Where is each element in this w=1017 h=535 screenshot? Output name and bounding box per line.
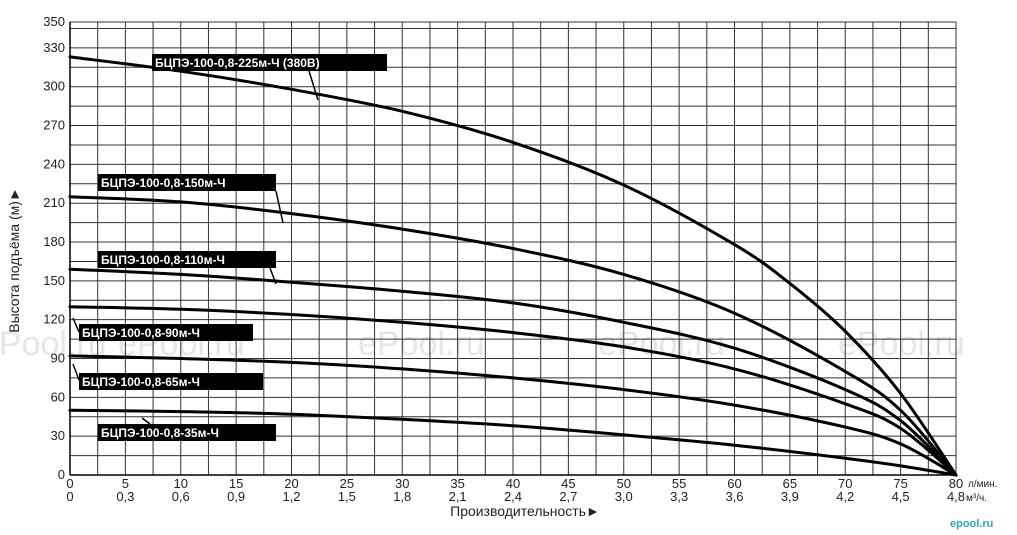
x-tick-label-secondary: 4,8 [947,489,965,504]
x-tick-label: 60 [727,476,741,491]
series-label: БЦПЭ-100-0,8-150м-Ч [101,176,226,190]
y-tick-label: 90 [51,351,65,366]
y-tick-label: 0 [58,467,65,482]
y-tick-label: 270 [43,118,65,133]
x-tick-label: 15 [229,476,243,491]
x-tick-label-secondary: 4,5 [892,489,910,504]
series-label-box [152,54,387,71]
series-label: БЦПЭ-100-0,8-35м-Ч [101,426,219,440]
y-tick-label: 300 [43,79,65,94]
y-tick-label: 30 [51,428,65,443]
series-label: БЦПЭ-100-0,8-65м-Ч [82,375,200,389]
x-tick-label: 55 [672,476,686,491]
y-tick-label: 350 [43,14,65,29]
brand-watermark: epool.ru [950,518,993,530]
x-tick-label-secondary: 2,4 [504,489,522,504]
x-tick-label-secondary: 0,9 [227,489,245,504]
series-label: БЦПЭ-100-0,8-225м-Ч (380В) [155,56,320,70]
series-label-box [98,174,276,191]
x-tick-label: 70 [838,476,852,491]
x-tick-label-secondary: 2,7 [559,489,577,504]
series-layer [68,55,958,477]
x-tick-label-secondary: 1,5 [338,489,356,504]
series-label-box [79,373,263,390]
x-tick-label-secondary: 3,0 [615,489,633,504]
watermark-text: ePool.ru [358,325,485,363]
axes [69,22,956,476]
series-leader-line [141,417,151,425]
series-label-box [79,324,253,341]
y-tick-label: 60 [51,389,65,404]
x-tick-label-secondary: 3,3 [670,489,688,504]
series-leader-line [269,267,277,285]
x-tick-label-secondary: 0 [66,489,73,504]
x-tick-label: 30 [395,476,409,491]
x-tick-label: 35 [450,476,464,491]
series-line [68,55,958,477]
x-tick-label: 10 [174,476,188,491]
y-tick-label: 330 [43,40,65,55]
x-axis-title: Производительность► [450,503,600,519]
y-tick-label: 120 [43,312,65,327]
series-leader-line [72,317,80,333]
x-tick-label: 75 [893,476,907,491]
x-tick-label: 0 [66,476,73,491]
x-tick-label-secondary: 2,1 [449,489,467,504]
x-tick-label-secondary: 4,2 [836,489,854,504]
series-label-box [98,251,276,268]
x-tick-label: 50 [617,476,631,491]
x-tick-label: 80 [949,476,963,491]
y-tick-label: 240 [43,156,65,171]
series-leader-line [275,190,284,224]
x-tick-label-secondary: 0,3 [116,489,134,504]
series-label-box [98,424,276,441]
series-leader-line [72,363,80,381]
series-line [68,354,958,477]
x-unit-bottom: м³/ч. [966,493,987,504]
series-line [68,267,958,477]
series-line [68,408,958,477]
series-label: БЦПЭ-100-0,8-90м-Ч [82,326,200,340]
x-tick-label-secondary: 1,2 [282,489,300,504]
x-tick-label: 5 [122,476,129,491]
x-tick-label: 45 [561,476,575,491]
x-tick-label-secondary: 0,6 [172,489,190,504]
x-tick-label-secondary: 1,8 [393,489,411,504]
series-labels-layer: БЦПЭ-100-0,8-225м-Ч (380В) БЦПЭ-100-0,8-1… [72,54,387,441]
y-tick-label: 210 [43,195,65,210]
series-leader-line [308,70,319,101]
x-unit-top: л/мин. [968,479,997,490]
x-tick-label: 20 [284,476,298,491]
x-tick-label: 65 [783,476,797,491]
y-axis-title: Высота подъёма (м)► [6,187,22,333]
x-tick-label-secondary: 3,9 [781,489,799,504]
y-tick-label: 180 [43,234,65,249]
x-tick-label-secondary: 3,6 [725,489,743,504]
x-tick-label: 25 [340,476,354,491]
series-label: БЦПЭ-100-0,8-110м-Ч [101,253,225,267]
y-tick-label: 150 [43,273,65,288]
series-line [68,195,958,477]
series-line [68,305,958,477]
x-tick-label: 40 [506,476,520,491]
